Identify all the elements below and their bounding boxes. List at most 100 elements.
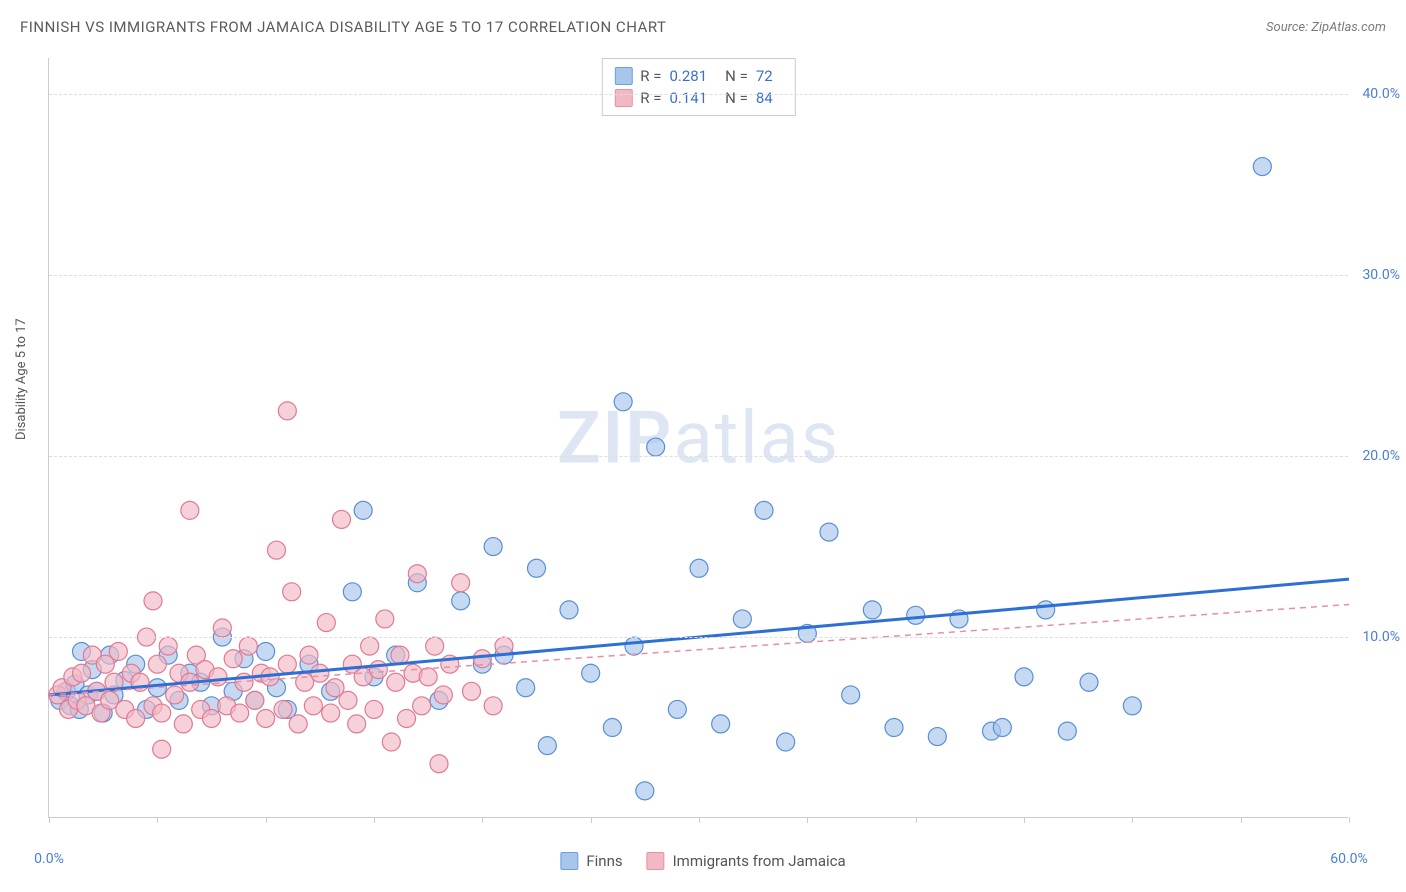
gridline [49, 637, 1348, 638]
legend-item: Immigrants from Jamaica [647, 852, 846, 870]
data-point [153, 740, 171, 758]
data-point [283, 583, 301, 601]
data-point [452, 574, 470, 592]
data-point [257, 643, 275, 661]
x-tick [1241, 817, 1242, 823]
data-point [408, 565, 426, 583]
r-value: 0.141 [669, 89, 707, 107]
data-point [376, 610, 394, 628]
data-point [777, 733, 795, 751]
data-point [434, 686, 452, 704]
data-point [560, 601, 578, 619]
data-point [153, 704, 171, 722]
stat-row: R =0.141N =84 [614, 87, 782, 109]
data-point [109, 643, 127, 661]
source-attribution: Source: ZipAtlas.com [1266, 20, 1386, 35]
scatter-plot: ZIPatlas R =0.281N =72R =0.141N =84 10.0… [48, 58, 1348, 818]
data-point [224, 650, 242, 668]
n-value: 84 [756, 89, 773, 107]
x-tick [916, 817, 917, 823]
data-point [430, 755, 448, 773]
data-point [354, 501, 372, 519]
data-point [398, 709, 416, 727]
data-point [907, 606, 925, 624]
data-point [690, 559, 708, 577]
data-point [159, 637, 177, 655]
data-point [712, 715, 730, 733]
chart-title: FINNISH VS IMMIGRANTS FROM JAMAICA DISAB… [20, 18, 666, 36]
data-point [1080, 673, 1098, 691]
data-point [885, 719, 903, 737]
data-point [1253, 158, 1271, 176]
data-point [174, 715, 192, 733]
data-point [413, 697, 431, 715]
gridline [49, 94, 1348, 95]
gridline [49, 275, 1348, 276]
n-value: 72 [756, 67, 773, 85]
x-tick [591, 817, 592, 823]
data-point [1058, 722, 1076, 740]
data-point [517, 679, 535, 697]
y-tick-label: 20.0% [1362, 448, 1400, 464]
data-point [348, 715, 366, 733]
data-point [484, 538, 502, 556]
data-point [278, 402, 296, 420]
data-point [928, 728, 946, 746]
x-tick [1349, 817, 1350, 823]
data-point [213, 619, 231, 637]
data-point [603, 719, 621, 737]
y-tick-label: 10.0% [1362, 629, 1400, 645]
data-point [820, 523, 838, 541]
n-label: N = [725, 67, 748, 85]
data-point [343, 583, 361, 601]
data-point [73, 664, 91, 682]
data-point [863, 601, 881, 619]
stat-row: R =0.281N =72 [614, 65, 782, 87]
data-point [203, 709, 221, 727]
x-tick [1024, 817, 1025, 823]
data-point [733, 610, 751, 628]
legend-swatch [647, 852, 665, 870]
data-point [582, 664, 600, 682]
data-point [484, 697, 502, 715]
data-point [528, 559, 546, 577]
r-label: R = [640, 89, 661, 107]
x-tick [807, 817, 808, 823]
data-point [1015, 668, 1033, 686]
series-legend: Finns Immigrants from Jamaica [560, 852, 845, 870]
legend-swatch [560, 852, 578, 870]
data-point [257, 709, 275, 727]
legend-swatch [614, 67, 632, 85]
data-point [339, 691, 357, 709]
y-axis-label: Disability Age 5 to 17 [14, 318, 29, 440]
x-tick-label: 60.0% [1330, 851, 1368, 867]
data-point [842, 686, 860, 704]
data-point [317, 614, 335, 632]
data-point [322, 704, 340, 722]
legend-item: Finns [560, 852, 622, 870]
data-point [647, 438, 665, 456]
legend-swatch [614, 89, 632, 107]
data-point [278, 655, 296, 673]
data-point [1123, 697, 1141, 715]
data-point [166, 686, 184, 704]
y-tick-label: 30.0% [1362, 267, 1400, 283]
x-tick [266, 817, 267, 823]
data-point [993, 719, 1011, 737]
r-value: 0.281 [669, 67, 707, 85]
data-point [452, 592, 470, 610]
data-point [365, 700, 383, 718]
data-point [181, 501, 199, 519]
x-tick [374, 817, 375, 823]
data-point [538, 737, 556, 755]
data-point [636, 782, 654, 800]
data-point [246, 691, 264, 709]
data-point [426, 637, 444, 655]
data-point [382, 733, 400, 751]
data-point [361, 637, 379, 655]
data-point [274, 700, 292, 718]
data-point [127, 709, 145, 727]
plot-svg [49, 58, 1348, 817]
data-point [304, 697, 322, 715]
legend-label: Finns [586, 852, 622, 870]
